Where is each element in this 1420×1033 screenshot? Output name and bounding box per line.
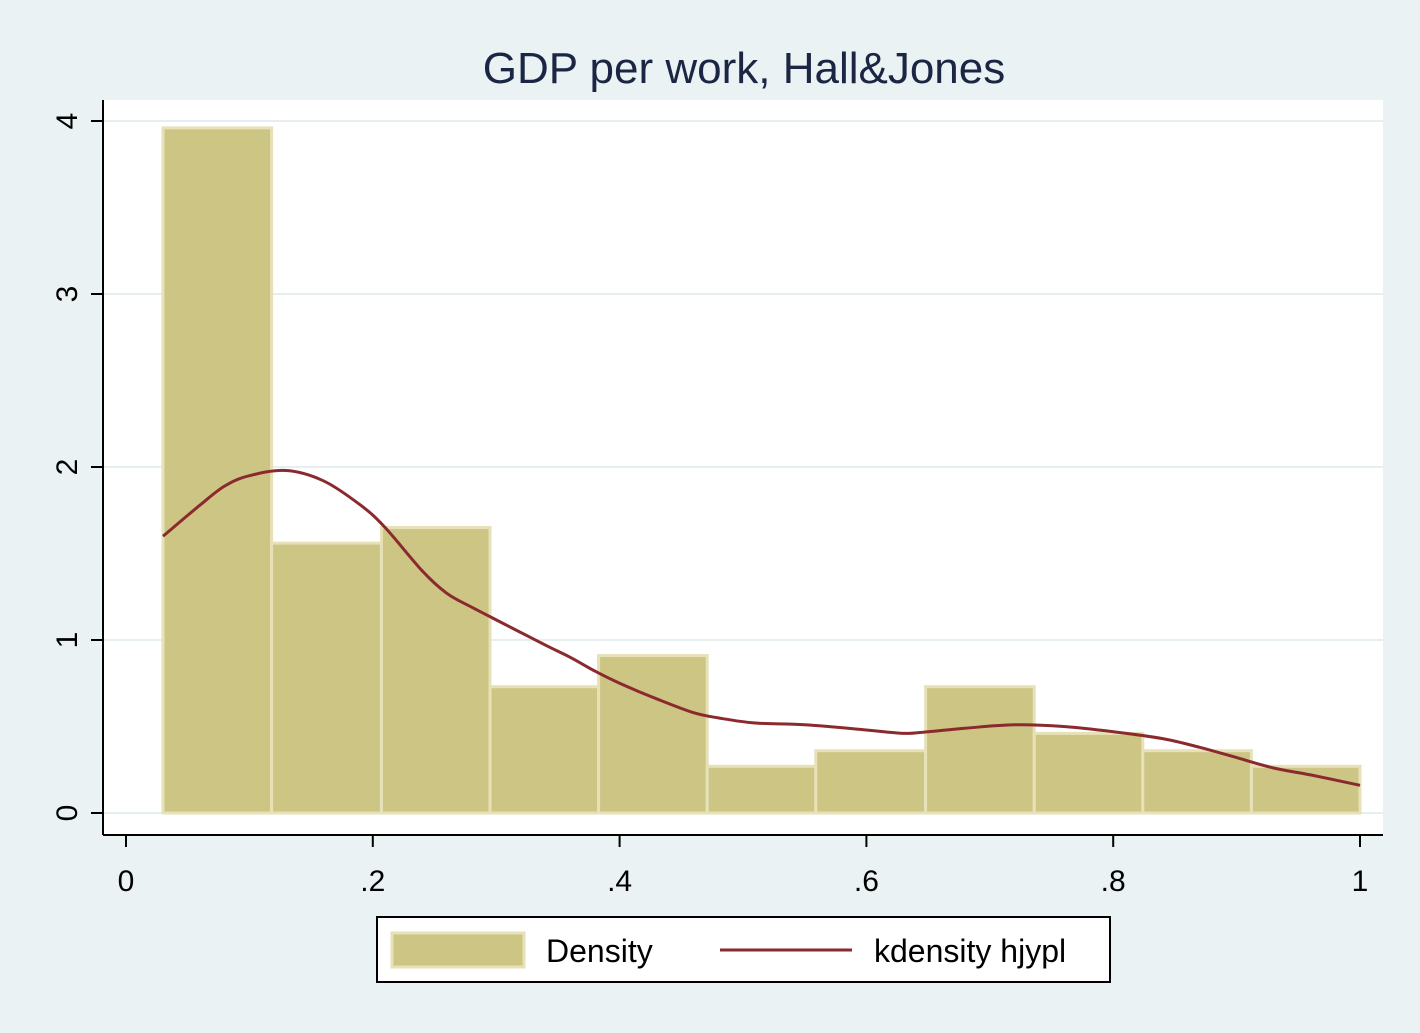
y-axis-ticks: 0 1 2 3 4 — [51, 113, 103, 822]
legend-label-density: Density — [546, 933, 653, 969]
histogram-bar-4 — [597, 654, 709, 815]
histogram-bar-3 — [488, 685, 601, 815]
x-tick-label-5: 1 — [1352, 865, 1369, 898]
x-tick-label-1: .2 — [360, 865, 385, 898]
histogram-bar-6 — [814, 749, 928, 815]
y-tick-label-3: 3 — [51, 286, 84, 303]
histogram-bar-8 — [1032, 731, 1145, 815]
y-tick-label-2: 2 — [51, 459, 84, 476]
histogram-bar-5 — [705, 764, 818, 815]
histogram-bars — [161, 126, 1362, 815]
y-tick-label-0: 0 — [51, 805, 84, 822]
histogram-bar-0 — [161, 126, 274, 815]
x-tick-label-0: 0 — [118, 865, 135, 898]
kdensity-line-group — [162, 468, 1361, 787]
histogram-bar-9 — [1141, 749, 1253, 815]
y-tick-label-1: 1 — [51, 632, 84, 649]
x-axis-ticks: 0 .2 .4 .6 .8 1 — [118, 835, 1369, 898]
kdensity-line — [162, 468, 1361, 787]
y-tick-label-4: 4 — [51, 113, 84, 130]
histogram-bar-1 — [270, 541, 383, 815]
x-tick-label-2: .4 — [607, 865, 632, 898]
chart-title: GDP per work, Hall&Jones — [483, 44, 1006, 93]
x-tick-label-4: .8 — [1101, 865, 1126, 898]
legend-swatch-density — [390, 931, 526, 969]
legend: Density kdensity hjypl — [376, 916, 1111, 983]
histogram-bar-2 — [379, 526, 492, 815]
legend-label-kdensity: kdensity hjypl — [874, 933, 1066, 969]
histogram-bar-7 — [924, 685, 1036, 815]
x-tick-label-3: .6 — [854, 865, 879, 898]
